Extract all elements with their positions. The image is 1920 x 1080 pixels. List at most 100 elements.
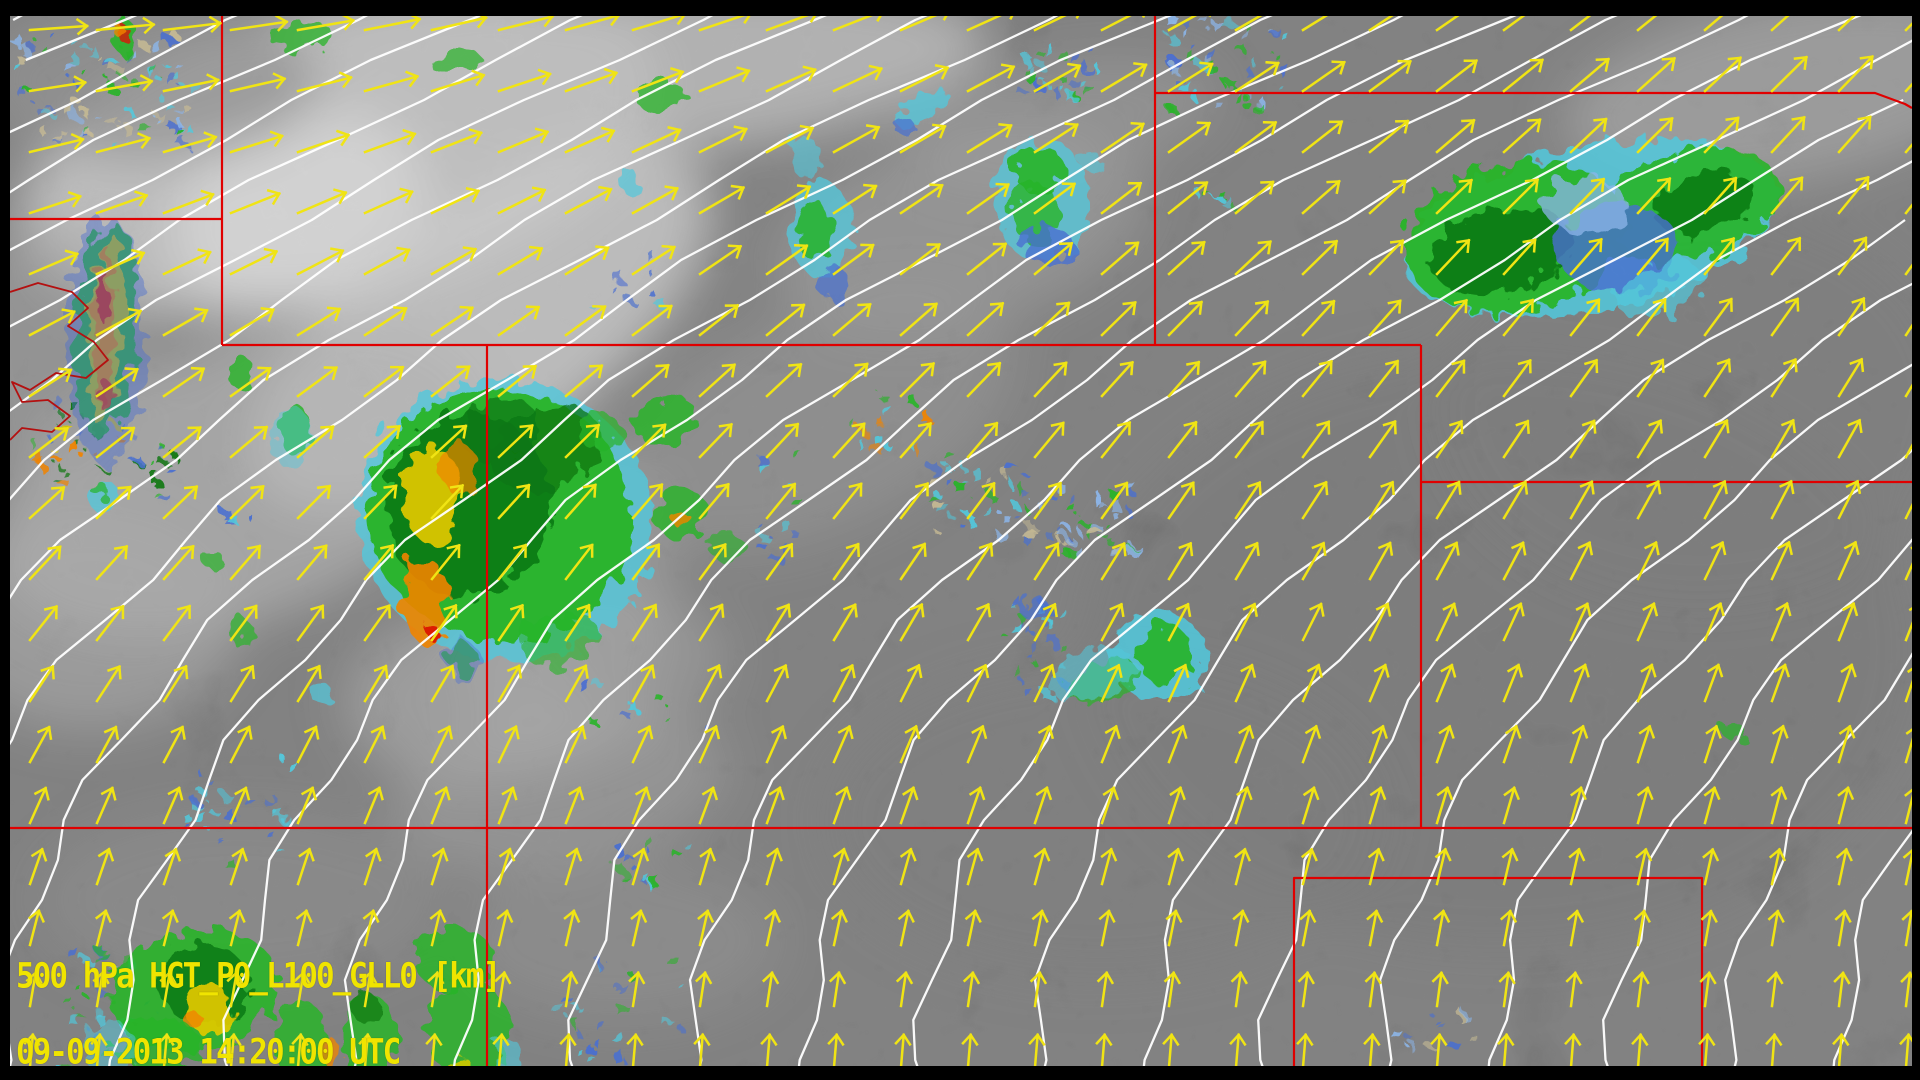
wind-arrow xyxy=(1234,847,1252,886)
wind-arrow xyxy=(497,603,525,642)
wind-arrow xyxy=(1234,420,1265,459)
wind-arrow xyxy=(1502,58,1545,93)
wind-arrow xyxy=(95,307,143,337)
wind-arrow xyxy=(1902,847,1912,886)
wind-arrow xyxy=(1837,16,1877,32)
wind-arrow xyxy=(1904,175,1912,215)
wind-arrow xyxy=(1569,298,1601,337)
wind-arrow xyxy=(899,603,925,642)
wind-arrow xyxy=(698,125,748,154)
wind-arrow xyxy=(296,129,351,154)
wind-arrow xyxy=(1367,847,1385,886)
wind-arrow xyxy=(1502,419,1530,459)
wind-arrow xyxy=(1033,724,1055,764)
wind-arrow xyxy=(1837,540,1860,581)
wind-arrow xyxy=(828,970,847,1008)
wind-arrow xyxy=(1569,724,1589,764)
wind-arrow xyxy=(1167,16,1217,32)
wind-arrow xyxy=(497,305,541,337)
wind-arrow xyxy=(497,245,544,276)
wind-vector-layer xyxy=(23,16,1912,1066)
wind-arrow xyxy=(1033,542,1060,581)
wind-arrow xyxy=(1636,786,1654,825)
wind-arrow xyxy=(1703,786,1721,825)
parameter-label: 500 hPa HGT_P0_L100_GLL0 [km] xyxy=(16,956,501,997)
wind-arrow xyxy=(1165,909,1183,947)
wind-arrow xyxy=(1434,847,1452,886)
wind-arrow xyxy=(296,425,335,459)
wind-arrow xyxy=(1636,297,1667,337)
wind-arrow xyxy=(1167,180,1209,215)
wind-arrow xyxy=(1301,663,1323,703)
wind-arrow xyxy=(1564,1032,1582,1066)
wind-arrow xyxy=(1435,16,1481,32)
wind-arrow xyxy=(966,242,1008,276)
wind-arrow xyxy=(95,786,117,825)
wind-arrow xyxy=(698,303,740,337)
wind-arrow xyxy=(1033,241,1074,276)
wind-arrow xyxy=(162,604,192,642)
wind-arrow xyxy=(162,485,199,520)
wind-arrow xyxy=(1234,60,1280,93)
wind-arrow xyxy=(1435,178,1474,215)
wind-arrow xyxy=(1770,786,1788,825)
wind-arrow xyxy=(1435,786,1454,825)
wind-arrow xyxy=(1837,663,1857,703)
wind-arrow xyxy=(765,663,790,703)
wind-arrow xyxy=(564,185,613,215)
wind-arrow xyxy=(832,243,875,276)
wind-arrow xyxy=(1565,970,1583,1008)
wind-arrow xyxy=(564,126,616,154)
wind-arrow xyxy=(693,1032,711,1066)
wind-arrow xyxy=(1234,541,1260,581)
wind-arrow xyxy=(1904,16,1912,32)
wind-arrow xyxy=(363,70,420,93)
height-contour xyxy=(10,16,369,194)
wind-arrow xyxy=(1837,175,1870,215)
wind-arrow xyxy=(1368,359,1400,398)
wind-arrow xyxy=(162,725,186,764)
wind-arrow xyxy=(964,909,982,947)
wind-arrow xyxy=(28,665,55,703)
wind-arrow xyxy=(296,664,322,703)
wind-arrow xyxy=(1569,541,1594,581)
wind-arrow xyxy=(1502,238,1537,276)
wind-arrow xyxy=(162,131,218,154)
wind-arrow xyxy=(161,908,179,947)
wind-arrow xyxy=(1100,847,1118,886)
height-contour xyxy=(10,16,1059,746)
wind-arrow xyxy=(430,187,481,215)
timestamp-label: 09-09-2013 14:20:00 UTC xyxy=(16,1032,401,1073)
wind-arrow xyxy=(1703,56,1743,93)
wind-arrow xyxy=(358,1032,376,1066)
wind-arrow xyxy=(564,67,619,93)
wind-arrow xyxy=(1636,419,1664,459)
wind-arrow xyxy=(94,908,112,947)
wind-arrow xyxy=(765,482,797,520)
wind-arrow xyxy=(363,604,392,642)
wind-arrow xyxy=(1297,970,1315,1008)
wind-arrow xyxy=(1700,909,1718,947)
wind-arrow xyxy=(363,365,405,398)
wind-arrow xyxy=(1770,418,1797,459)
wind-arrow xyxy=(95,544,129,581)
wind-arrow xyxy=(698,66,751,93)
wind-arrow xyxy=(1368,724,1388,764)
wind-arrow xyxy=(28,132,85,154)
wind-arrow xyxy=(497,127,550,154)
wind-arrow xyxy=(1167,360,1201,398)
wind-arrow xyxy=(1569,480,1595,520)
wind-arrow xyxy=(1234,360,1267,398)
wind-arrow xyxy=(1904,786,1912,825)
wind-arrow xyxy=(1770,357,1798,398)
wind-arrow xyxy=(765,243,809,276)
wind-arrow xyxy=(899,302,939,337)
wind-arrow xyxy=(966,182,1010,215)
wind-arrow xyxy=(430,16,488,32)
wind-arrow xyxy=(1502,541,1527,581)
wind-arrow xyxy=(631,664,656,703)
wind-arrow xyxy=(1368,602,1392,642)
wind-arrow xyxy=(1569,16,1613,32)
wind-arrow xyxy=(95,847,115,886)
wind-arrow xyxy=(897,909,915,947)
